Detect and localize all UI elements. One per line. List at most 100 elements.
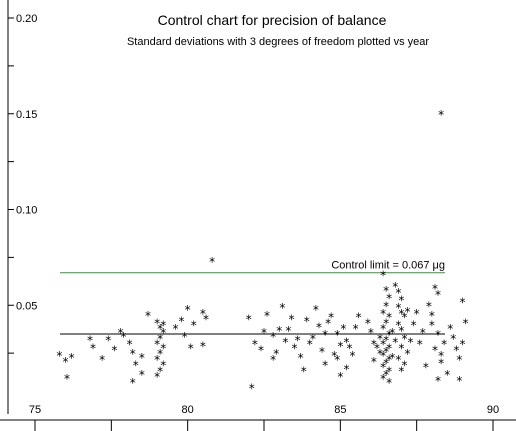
data-point: * [398, 324, 404, 338]
data-point: * [408, 336, 414, 350]
data-point: * [191, 318, 197, 332]
data-point: * [398, 294, 404, 308]
data-point: * [377, 332, 383, 346]
data-point: * [346, 341, 352, 355]
data-point: * [203, 313, 209, 327]
data-point: * [383, 345, 389, 359]
data-point: * [154, 370, 160, 384]
data-point: * [188, 341, 194, 355]
data-point: * [463, 316, 469, 330]
data-point: * [380, 372, 386, 386]
data-point: * [380, 349, 386, 363]
data-point: * [249, 382, 255, 396]
data-point: * [130, 376, 136, 390]
data-point: * [371, 355, 377, 369]
data-point: * [386, 353, 392, 367]
data-point: * [172, 322, 178, 336]
data-point: * [389, 351, 395, 365]
data-point: * [246, 313, 252, 327]
data-point: * [200, 339, 206, 353]
data-point: * [450, 332, 456, 346]
data-point: * [56, 349, 62, 363]
data-point: * [405, 347, 411, 361]
data-point: * [322, 359, 328, 373]
data-point: * [325, 316, 331, 330]
data-point: * [337, 370, 343, 384]
data-point: * [200, 307, 206, 321]
data-point: * [64, 372, 70, 386]
data-point: * [121, 330, 127, 344]
data-point: * [386, 328, 392, 342]
data-point: * [395, 353, 401, 367]
data-point: * [411, 318, 417, 332]
data-point: * [160, 326, 166, 340]
data-point: * [368, 326, 374, 340]
data-point: * [316, 320, 322, 334]
data-point: * [444, 368, 450, 382]
data-point: * [395, 301, 401, 315]
data-point: * [420, 326, 426, 340]
data-point: * [264, 309, 270, 323]
data-point: * [392, 280, 398, 294]
chart-subtitle: Standard deviations with 3 degrees of fr… [126, 36, 430, 48]
y-tick-label: 0.10 [16, 205, 37, 217]
data-point: * [395, 286, 401, 300]
data-point: * [453, 343, 459, 357]
data-point: * [438, 357, 444, 371]
data-point: * [383, 299, 389, 313]
data-point: * [392, 336, 398, 350]
data-point: * [154, 316, 160, 330]
data-point: * [133, 359, 139, 373]
data-point: * [386, 311, 392, 325]
data-point: * [380, 322, 386, 336]
data-point: * [383, 357, 389, 371]
data-point: * [429, 318, 435, 332]
data-point: * [380, 361, 386, 375]
data-point: * [154, 338, 160, 352]
data-point: * [343, 336, 349, 350]
data-point: * [334, 328, 340, 342]
data-point: * [310, 332, 316, 346]
data-point: * [386, 364, 392, 378]
data-point: * [298, 351, 304, 365]
data-point: * [130, 347, 136, 361]
data-point: * [423, 361, 429, 375]
data-point: * [353, 322, 359, 336]
data-point: * [63, 355, 69, 369]
data-point: * [139, 368, 145, 382]
data-point: * [261, 326, 267, 340]
data-point: * [386, 376, 392, 390]
data-point: * [145, 309, 151, 323]
x-tick-label: 85 [334, 404, 346, 416]
data-point: * [340, 322, 346, 336]
data-point: * [288, 313, 294, 327]
data-point: * [185, 303, 191, 317]
x-tick-label: 90 [487, 404, 499, 416]
data-point: * [438, 108, 444, 122]
data-point: * [313, 303, 319, 317]
y-tick-label: 0.05 [16, 300, 37, 312]
data-point: * [432, 282, 438, 296]
data-point: * [414, 307, 420, 321]
data-point: * [99, 353, 105, 367]
data-point: * [459, 338, 465, 352]
data-point: * [322, 328, 328, 342]
data-point: * [380, 307, 386, 321]
data-point: * [279, 301, 285, 315]
data-point: * [380, 338, 386, 352]
data-point: * [179, 315, 185, 329]
data-point: * [87, 334, 93, 348]
data-point: * [157, 364, 163, 378]
data-point: * [285, 324, 291, 338]
data-point: * [90, 341, 96, 355]
data-point: * [438, 349, 444, 363]
data-point: * [386, 292, 392, 306]
data-point: * [139, 351, 145, 365]
data-point: * [276, 324, 282, 338]
data-point: * [401, 332, 407, 346]
data-point: * [441, 338, 447, 352]
data-point: * [307, 338, 313, 352]
data-point: * [343, 362, 349, 376]
data-point: * [456, 353, 462, 367]
